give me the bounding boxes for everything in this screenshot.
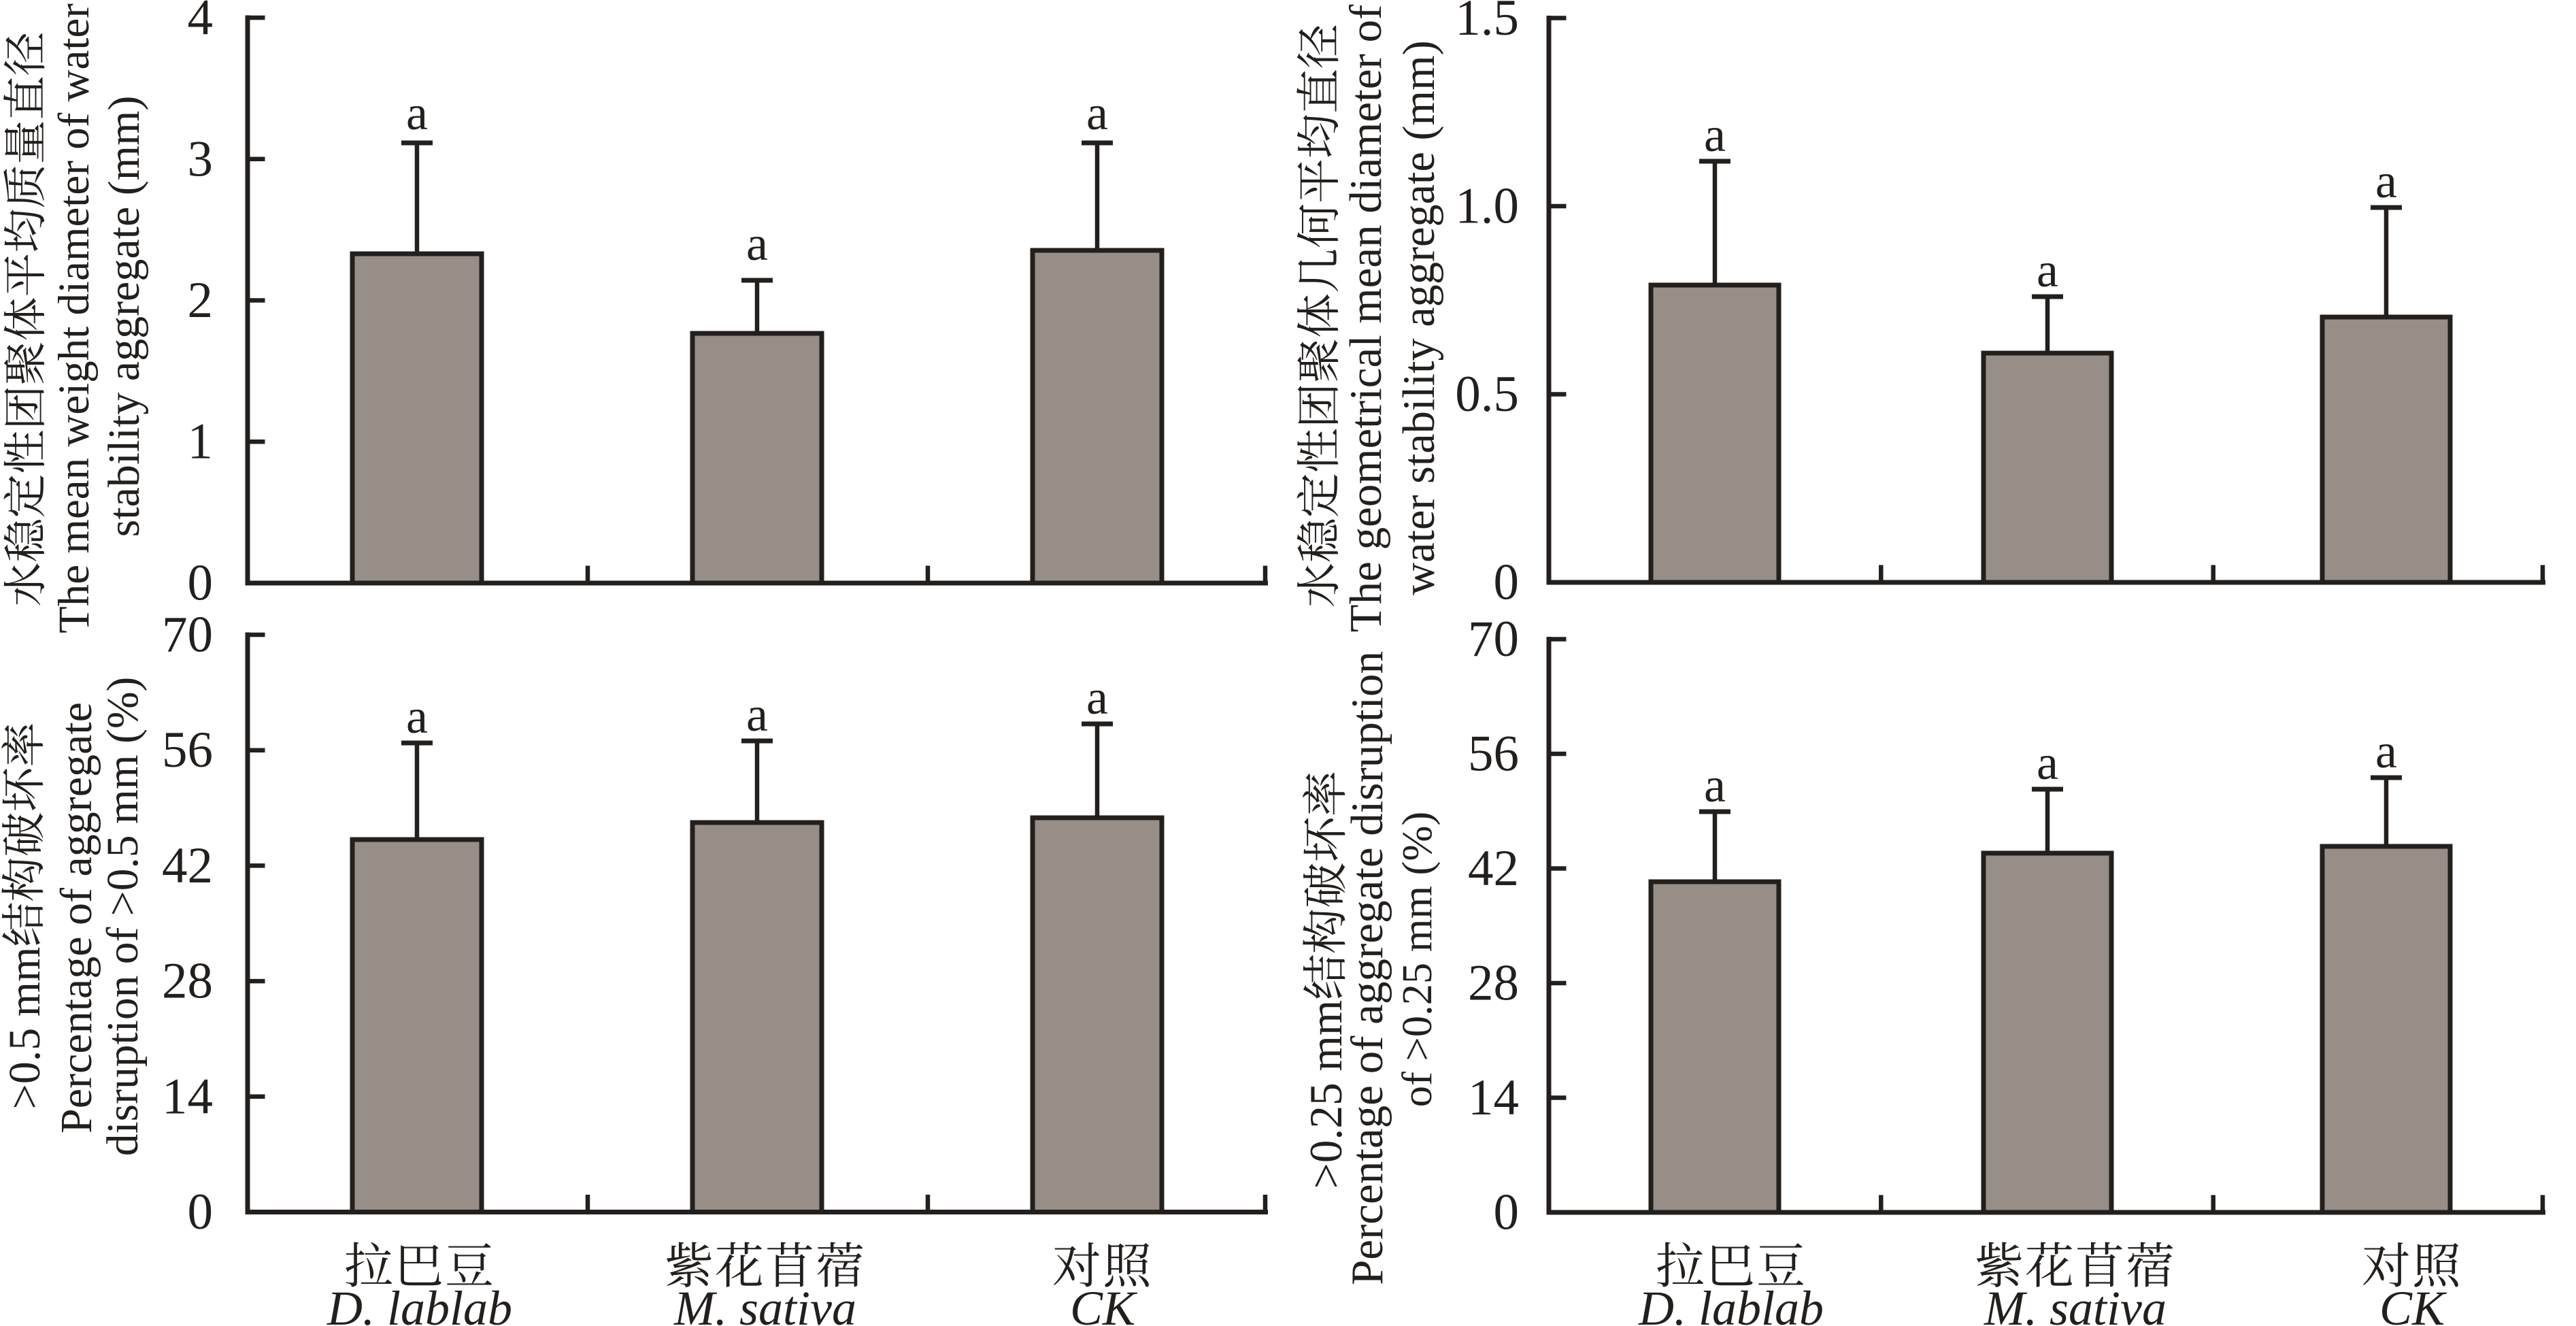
svg-text:stability aggregate (mm): stability aggregate (mm) [99,96,149,537]
svg-text:1.5: 1.5 [1455,0,1519,46]
svg-text:水稳定性团聚体平均质量直径: 水稳定性团聚体平均质量直径 [0,31,54,606]
svg-text:a: a [746,216,768,271]
svg-text:a: a [406,86,428,140]
svg-text:0: 0 [1494,1184,1520,1241]
svg-text:a: a [746,687,768,742]
svg-text:42: 42 [1468,840,1519,897]
svg-text:Percentage of aggregate: Percentage of aggregate [52,702,101,1133]
svg-text:M. sativa: M. sativa [1984,1281,2167,1326]
svg-text:2: 2 [188,272,214,329]
svg-text:水稳定性团聚体几何平均直径: 水稳定性团聚体几何平均直径 [1283,24,1348,608]
svg-text:disruption of >0.5 mm (%): disruption of >0.5 mm (%) [99,677,148,1157]
svg-text:0.5: 0.5 [1455,366,1519,422]
svg-text:CK: CK [2379,1281,2447,1326]
svg-text:>0.25 mm结构破坏率: >0.25 mm结构破坏率 [1301,771,1352,1189]
svg-text:>0.5 mm结构破坏率: >0.5 mm结构破坏率 [0,723,50,1110]
svg-text:紫花苜蓿: 紫花苜蓿 [665,1227,866,1297]
svg-text:D. lablab: D. lablab [327,1281,512,1326]
svg-text:3: 3 [188,131,214,187]
svg-text:1.0: 1.0 [1455,178,1519,235]
svg-text:water stability aggregate (mm): water stability aggregate (mm) [1394,40,1444,595]
svg-text:70: 70 [1468,611,1519,667]
svg-text:The mean weight diameter of wa: The mean weight diameter of water [50,3,99,633]
svg-text:a: a [1704,107,1726,162]
svg-text:14: 14 [162,1068,213,1125]
svg-text:拉巴豆: 拉巴豆 [1656,1227,1807,1297]
svg-text:28: 28 [1468,955,1519,1012]
svg-text:紫花苜蓿: 紫花苜蓿 [1975,1227,2176,1297]
svg-text:a: a [2375,154,2397,208]
svg-text:28: 28 [162,953,213,1010]
svg-text:Percentage of aggregate disrup: Percentage of aggregate disruption [1342,651,1392,1285]
svg-text:0: 0 [1494,554,1520,611]
svg-text:56: 56 [1468,726,1519,782]
svg-text:0: 0 [188,555,214,612]
svg-text:M. sativa: M. sativa [673,1281,856,1326]
svg-text:拉巴豆: 拉巴豆 [344,1227,495,1297]
svg-text:56: 56 [162,722,213,778]
svg-text:CK: CK [1070,1281,1138,1326]
svg-text:对照: 对照 [1052,1227,1153,1297]
svg-text:1: 1 [188,414,214,470]
svg-text:14: 14 [1468,1070,1519,1126]
svg-text:of >0.25 mm (%): of >0.25 mm (%) [1393,812,1441,1107]
svg-text:a: a [2037,243,2058,297]
svg-text:a: a [2375,724,2397,778]
svg-text:对照: 对照 [2362,1227,2462,1297]
svg-text:a: a [1086,670,1108,725]
svg-text:a: a [2037,735,2058,790]
svg-text:0: 0 [188,1184,214,1240]
svg-text:70: 70 [162,607,213,663]
svg-text:42: 42 [162,838,213,894]
svg-text:a: a [1704,758,1726,812]
svg-text:a: a [1086,86,1108,140]
svg-text:a: a [406,689,428,744]
svg-text:D. lablab: D. lablab [1638,1281,1824,1326]
svg-text:The geometrical mean diameter: The geometrical mean diameter of [1341,4,1391,632]
svg-text:4: 4 [188,0,214,46]
